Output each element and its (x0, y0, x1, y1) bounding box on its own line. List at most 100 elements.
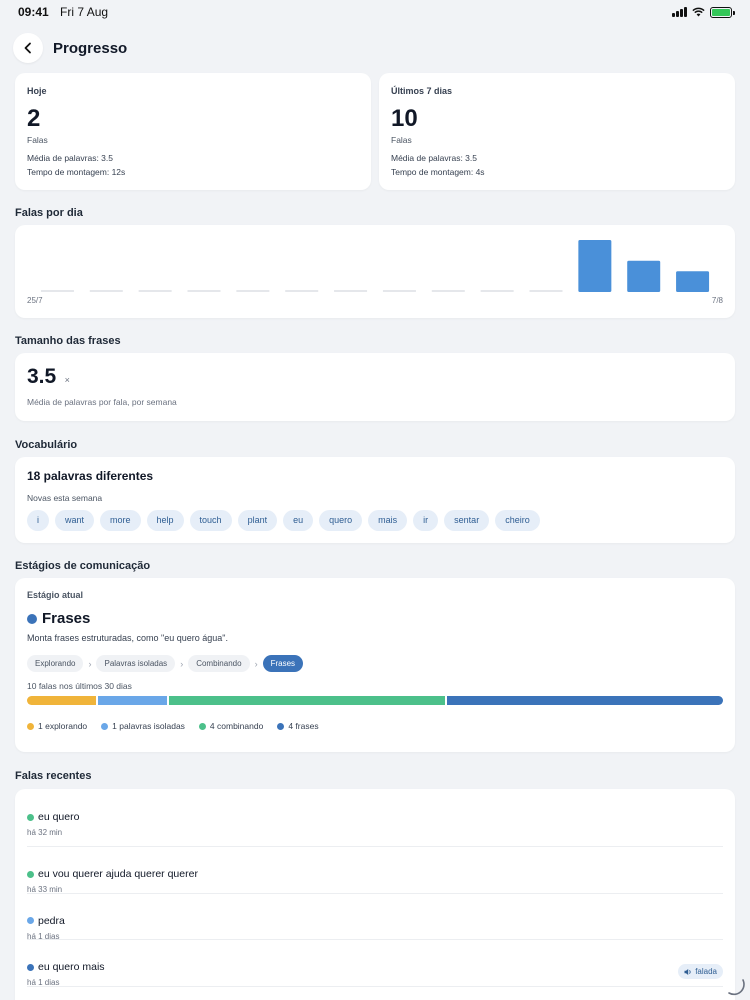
word-chip: quero (319, 510, 363, 531)
communication-stage-card: Estágio atual Frases Monta frases estrut… (15, 578, 735, 752)
vocab-section-title: Vocabulário (15, 439, 78, 451)
utterance-text: pedra (38, 914, 65, 927)
week-build-time: Tempo de montagem: 4s (391, 167, 485, 177)
stage-step: Frases (262, 655, 304, 672)
word-chip: want (55, 510, 95, 531)
vocabulary-card: 18 palavras diferentes Novas esta semana… (15, 457, 735, 543)
recent-utterance-row[interactable]: eu quero mais há 1 dias falada (27, 940, 723, 987)
legend-item: 1 explorando (27, 721, 87, 731)
chart-svg (40, 240, 710, 292)
current-stage-name: Frases (42, 610, 91, 627)
recent-utterance-row[interactable]: eu quero há 32 min (27, 789, 723, 847)
status-bar: 09:41 Fri 7 Aug (0, 0, 750, 24)
utterance-text: eu vou querer ajuda querer querer (38, 868, 198, 880)
word-chip: more (100, 510, 141, 531)
current-stage-label: Estágio atual (27, 590, 84, 600)
chart-bar (89, 290, 123, 292)
word-chip: touch (189, 510, 232, 531)
chart-start-label: 25/7 (27, 296, 43, 305)
speaker-icon (684, 968, 691, 975)
stage-step: Explorando (27, 655, 84, 672)
new-words-list: i want more help touch plant eu quero mais ir sent… (27, 510, 723, 531)
chevron-right-icon: › (254, 658, 258, 669)
current-stage-desc: Monta frases estruturadas, como "eu quer… (27, 633, 229, 643)
cellular-signal-icon (672, 7, 687, 17)
stage-distribution-bar (27, 696, 723, 705)
today-build-time: Tempo de montagem: 12s (27, 167, 126, 177)
chevron-right-icon: › (180, 658, 184, 669)
legend-label: 1 explorando (38, 721, 88, 731)
word-chip: eu (283, 510, 314, 531)
word-chip: ir (413, 510, 439, 531)
status-time: 09:41 (18, 5, 49, 19)
stage-legend: 1 explorando 1 palavras isoladas 4 combina… (27, 721, 723, 731)
chevron-right-icon: › (88, 658, 92, 669)
today-count: 2 (27, 105, 41, 132)
stage-dot (27, 613, 37, 624)
stage-bar-segment (169, 696, 445, 705)
legend-dot (198, 722, 206, 730)
stage-dot (27, 813, 34, 821)
vocab-headline: 18 palavras diferentes (27, 469, 154, 483)
utterance-time: há 33 min (27, 885, 63, 894)
stage-dot (27, 870, 34, 878)
page-title: Progresso (53, 39, 128, 57)
recent-utterances-card: eu quero há 32 min eu vou querer ajuda que… (15, 789, 735, 1000)
today-label: Hoje (27, 86, 47, 96)
legend-dot (27, 722, 34, 730)
sentence-size-desc: Média de palavras por fala, por semana (27, 397, 177, 407)
word-chip: help (146, 510, 184, 531)
recent-utterance-row[interactable] (27, 987, 723, 1000)
legend-label: 1 palavras isoladas (112, 721, 185, 731)
chart-bar (138, 290, 172, 292)
back-button[interactable] (13, 33, 43, 63)
utterance-text: eu quero (38, 811, 80, 823)
legend-dot (277, 722, 285, 730)
utterance-time: há 1 dias (27, 978, 60, 987)
chart-bar (187, 290, 221, 292)
stage-bar-caption: 10 falas nos últimos 30 dias (27, 681, 132, 691)
stage-steps: Explorando › Palavras isoladas › Combinando ›… (27, 655, 723, 672)
week-unit: Falas (391, 135, 412, 145)
chevron-left-icon (24, 42, 31, 54)
stage-dot (27, 963, 34, 971)
week-count: 10 (391, 105, 418, 132)
sentence-size-card: 3.5 × Média de palavras por fala, por se… (15, 353, 735, 421)
week-avg-words: Média de palavras: 3.5 (391, 153, 477, 163)
spoken-badge[interactable]: falada (678, 964, 723, 979)
wifi-icon (692, 7, 705, 17)
status-date: Fri 7 Aug (60, 5, 109, 19)
chart-bar (480, 290, 514, 292)
vocab-subtitle: Novas esta semana (27, 493, 103, 503)
word-chip: cheiro (495, 510, 540, 531)
chart-bar (40, 290, 74, 292)
utterance-time: há 32 min (27, 828, 63, 837)
chart-end-label: 7/8 (711, 296, 723, 305)
stage-bar-segment (447, 696, 723, 705)
sentence-size-value: 3.5 (27, 365, 57, 388)
page-header: Progresso (13, 33, 127, 63)
stage-bar-segment (98, 696, 167, 705)
legend-label: 4 combinando (209, 721, 264, 731)
spoken-label: falada (695, 967, 717, 976)
chart-bar (382, 290, 416, 292)
legend-label: 4 frases (288, 721, 319, 731)
sentence-size-unit: × (64, 375, 70, 385)
legend-item: 4 combinando (198, 721, 264, 731)
chart-bar (676, 271, 710, 292)
chart-bar (529, 290, 563, 292)
recent-section-title: Falas recentes (15, 770, 92, 782)
today-unit: Falas (27, 135, 48, 145)
chart-bar (431, 290, 465, 292)
loading-spinner-icon (728, 979, 745, 996)
chart-bar (285, 290, 319, 292)
stage-dot (27, 917, 34, 924)
word-chip: i (27, 510, 49, 531)
stage-step: Palavras isoladas (96, 655, 176, 672)
recent-utterance-row[interactable]: eu vou querer ajuda querer querer há 33 m… (27, 847, 723, 894)
legend-dot (101, 722, 109, 730)
week-stats-card: Últimos 7 dias 10 Falas Média de palavra… (379, 73, 735, 190)
stage-step: Combinando (188, 655, 250, 672)
recent-utterance-row[interactable]: pedra há 1 dias (27, 894, 723, 941)
word-chip: plant (237, 510, 278, 531)
